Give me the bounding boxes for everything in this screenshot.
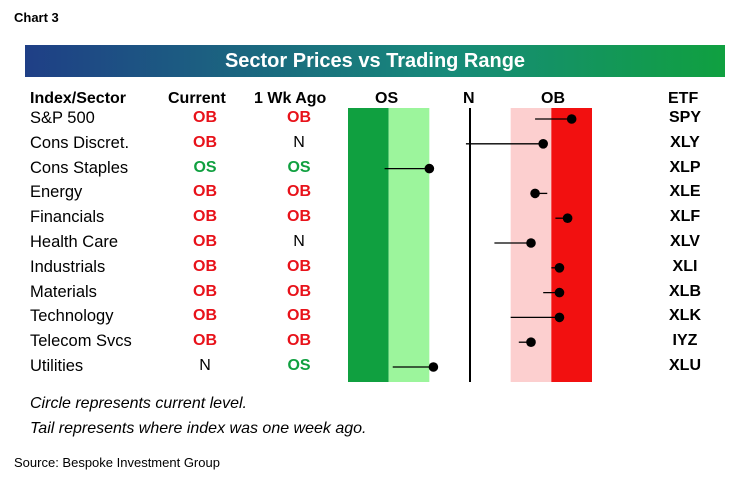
- row-name-xlv: Health Care: [30, 233, 119, 251]
- header-current: Current: [168, 90, 226, 107]
- zone-band-ob-3: [551, 108, 592, 382]
- row-current-xli: OB: [193, 257, 217, 275]
- row-name-xlb: Materials: [30, 282, 97, 301]
- row-name-xli: Industrials: [30, 257, 106, 276]
- row-week-ago-iyz: OB: [287, 332, 311, 350]
- row-week-ago-xly: N: [293, 133, 305, 151]
- row-etf-iyz: IYZ: [672, 332, 698, 350]
- row-current-xly: OB: [193, 133, 217, 151]
- row-etf-xle: XLE: [669, 183, 701, 201]
- dot-xlf: [562, 213, 573, 223]
- row-week-ago-xlf: OB: [287, 208, 311, 226]
- row-current-xlb: OB: [193, 282, 217, 300]
- row-etf-xlp: XLP: [669, 158, 701, 176]
- row-current-xlp: OS: [193, 158, 217, 176]
- dot-xle: [530, 188, 540, 199]
- row-current-xlv: OB: [193, 233, 217, 250]
- header-week-ago: 1 Wk Ago: [254, 90, 327, 107]
- dot-xlu: [428, 362, 439, 372]
- row-current-xlf: OB: [193, 208, 217, 226]
- row-etf-xlf: XLF: [669, 208, 701, 226]
- row-week-ago-xlk: OB: [287, 307, 311, 325]
- row-name-xly: Cons Discret.: [30, 133, 130, 152]
- header-n: N: [463, 90, 475, 107]
- row-week-ago-xlv: N: [293, 233, 305, 250]
- row-etf-xlk: XLK: [669, 307, 701, 325]
- dot-iyz: [526, 337, 536, 348]
- zone-band-os-1: [388, 108, 430, 382]
- row-week-ago-spy: OB: [287, 109, 311, 126]
- row-current-xlu: N: [199, 357, 211, 374]
- row-week-ago-xle: OB: [287, 183, 311, 201]
- row-week-ago-xlp: OS: [287, 158, 311, 176]
- dot-xlk: [554, 312, 565, 323]
- dot-xly: [538, 139, 548, 149]
- row-name-iyz: Telecom Svcs: [30, 332, 132, 351]
- row-current-xlk: OB: [193, 307, 217, 325]
- chart-title-banner: Sector Prices vs Trading Range: [25, 45, 725, 77]
- row-week-ago-xli: OB: [287, 257, 311, 275]
- row-etf-xlb: XLB: [669, 282, 701, 300]
- row-name-xlf: Financials: [30, 208, 105, 227]
- header-etf: ETF: [668, 90, 699, 107]
- dot-xli: [554, 263, 565, 273]
- zone-band-os-0: [348, 108, 389, 382]
- row-current-spy: OB: [193, 109, 217, 126]
- row-name-xle: Energy: [30, 183, 83, 202]
- row-current-iyz: OB: [193, 332, 217, 350]
- header-os: OS: [375, 90, 399, 107]
- row-name-xlk: Technology: [30, 307, 114, 326]
- row-current-xle: OB: [193, 183, 217, 201]
- row-name-xlu: Utilities: [30, 357, 84, 375]
- row-etf-xlu: XLU: [669, 357, 701, 374]
- header-index: Index/Sector: [30, 90, 127, 107]
- footnote-circle: Circle represents current level.: [30, 395, 247, 412]
- row-etf-xly: XLY: [670, 133, 700, 151]
- footnote-tail: Tail represents where index was one week…: [30, 420, 367, 437]
- dot-xlv: [526, 238, 536, 248]
- row-name-xlp: Cons Staples: [30, 158, 129, 177]
- row-etf-xlv: XLV: [670, 233, 700, 250]
- dot-xlb: [554, 287, 565, 298]
- row-name-spy: S&P 500: [30, 109, 95, 127]
- row-etf-spy: SPY: [668, 109, 701, 126]
- source-note: Source: Bespoke Investment Group: [14, 455, 220, 470]
- row-week-ago-xlu: OS: [287, 357, 311, 374]
- header-ob: OB: [541, 90, 565, 107]
- dot-spy: [566, 114, 577, 124]
- row-week-ago-xlb: OB: [287, 282, 311, 300]
- row-etf-xli: XLI: [672, 257, 698, 275]
- chart-label: Chart 3: [14, 10, 59, 25]
- dot-xlp: [424, 163, 435, 174]
